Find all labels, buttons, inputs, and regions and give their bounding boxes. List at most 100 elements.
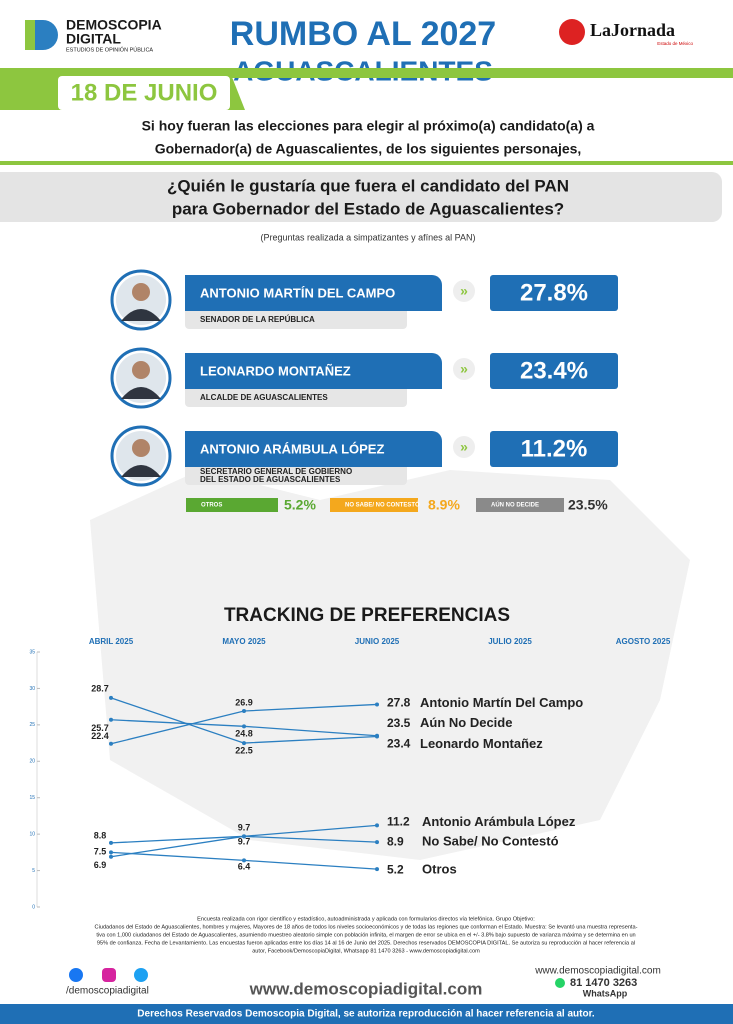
name-bar xyxy=(185,353,442,389)
rights-bar xyxy=(0,1004,733,1024)
point xyxy=(375,840,379,845)
arrow-icon xyxy=(453,436,475,458)
note: (Preguntas realizada a simpatizantes y a… xyxy=(261,232,476,242)
role-bar xyxy=(185,385,407,407)
value-label: 11.2 xyxy=(387,815,410,829)
other-bar xyxy=(186,498,278,512)
pct-box xyxy=(490,275,618,311)
other-pct: 5.2% xyxy=(284,497,316,513)
photo-head xyxy=(132,283,150,301)
rights: Derechos Reservados Demoscopia Digital, … xyxy=(137,1009,595,1020)
chart-title: TRACKING DE PREFERENCIAS xyxy=(224,605,510,626)
phone: 81 1470 3263 xyxy=(570,977,637,989)
logo-mark xyxy=(35,20,58,50)
value-label: 23.5 xyxy=(387,716,411,730)
y-tick-label: 15 xyxy=(29,795,35,801)
x-tick-label: JULIO 2025 xyxy=(488,637,532,646)
name-bar xyxy=(185,431,442,467)
other-label: AÚN NO DECIDE xyxy=(491,502,539,509)
series-name: Leonardo Montañez xyxy=(420,736,543,751)
candidate-pct: 27.8% xyxy=(520,279,588,306)
y-tick-label: 0 xyxy=(32,904,35,910)
state-map xyxy=(90,470,690,860)
green-band xyxy=(0,68,733,78)
point xyxy=(109,741,113,746)
whatsapp: WhatsApp xyxy=(583,988,628,998)
twitter-icon xyxy=(134,968,148,982)
other-pct: 23.5% xyxy=(568,497,608,513)
value-label: 26.9 xyxy=(235,697,253,707)
instagram-icon xyxy=(102,968,116,982)
point xyxy=(109,695,113,700)
value-label: 5.2 xyxy=(387,862,404,876)
value-label: 23.4 xyxy=(387,737,411,751)
value-label: 7.5 xyxy=(94,847,107,857)
logo-mark xyxy=(25,20,37,50)
intro: Si hoy fueran las elecciones para elegir… xyxy=(142,118,595,134)
photo-body xyxy=(121,309,161,321)
other-label: NO SABE/ NO CONTESTÓ xyxy=(345,501,420,509)
candidates: ANTONIO MARTÍN DEL CAMPO SENADOR DE LA RE… xyxy=(110,269,618,513)
photo-head xyxy=(132,361,150,379)
candidate-role: ALCALDE DE AGUASCALIENTES xyxy=(200,393,328,402)
series-name: Aún No Decide xyxy=(420,715,512,730)
role-bar xyxy=(185,463,407,485)
site-small: www.demoscopiadigital.com xyxy=(534,966,661,977)
candidate-role: SENADOR DE LA REPÚBLICA xyxy=(200,315,315,324)
partner-sub: Estado de México xyxy=(657,41,693,46)
method-text: tiva con 1,000 ciudadanos del Estado de … xyxy=(96,932,635,938)
candidate-role: DEL ESTADO DE AGUASCALIENTES xyxy=(200,475,341,484)
pct-box xyxy=(490,353,618,389)
brand: DIGITAL xyxy=(66,31,121,47)
value-label: 9.7 xyxy=(238,837,251,847)
point xyxy=(242,834,246,839)
pct-box xyxy=(490,431,618,467)
date: 18 DE JUNIO xyxy=(71,79,218,106)
social: /demoscopiadigital xyxy=(66,986,149,997)
point xyxy=(242,858,246,863)
point xyxy=(375,823,379,828)
point xyxy=(109,854,113,859)
name-bar xyxy=(185,275,442,311)
value-label: 6.4 xyxy=(238,862,251,872)
candidate-pct: 23.4% xyxy=(520,357,588,384)
series-name: Otros xyxy=(422,862,457,877)
x-tick-label: ABRIL 2025 xyxy=(89,637,134,646)
value-label: 8.9 xyxy=(387,834,404,848)
y-tick-label: 35 xyxy=(29,649,35,655)
x-tick-label: JUNIO 2025 xyxy=(355,637,400,646)
site: www.demoscopiadigital.com xyxy=(249,979,483,998)
value-label: 9.7 xyxy=(238,823,251,833)
y-tick-label: 25 xyxy=(29,722,35,728)
footer: Encuesta realizada con rigor científico … xyxy=(95,916,638,954)
arrow: » xyxy=(460,439,468,455)
x-tick-label: MAYO 2025 xyxy=(222,637,266,646)
title: RUMBO AL 2027 xyxy=(230,15,496,53)
partner: LaJornada xyxy=(590,20,675,40)
role-bar xyxy=(185,307,407,329)
y-tick-label: 20 xyxy=(29,759,35,765)
value-label: 27.8 xyxy=(387,696,411,710)
date-box xyxy=(58,76,230,110)
point xyxy=(242,709,246,714)
point xyxy=(109,717,113,722)
series-name: Antonio Arámbula López xyxy=(422,814,576,829)
whatsapp-icon xyxy=(555,978,565,988)
point xyxy=(375,734,379,739)
tracking-chart: TRACKING DE PREFERENCIAS ABRIL 2025 MAYO 2… xyxy=(29,605,670,910)
series-name: Antonio Martín Del Campo xyxy=(420,695,583,710)
green-line xyxy=(0,161,733,165)
other-pct: 8.9% xyxy=(428,497,460,513)
value-label: 8.8 xyxy=(94,830,107,840)
question-box xyxy=(0,172,722,222)
point xyxy=(242,741,246,746)
y-tick-label: 30 xyxy=(29,686,35,692)
method-text: Ciudadanos del Estado de Aguascalientes,… xyxy=(95,924,638,930)
question: para Gobernador del Estado de Aguascalie… xyxy=(172,199,564,218)
photo-body xyxy=(121,465,161,477)
photo-body xyxy=(121,387,161,399)
brand-sub: ESTUDIOS DE OPINIÓN PÚBLICA xyxy=(66,46,153,53)
method-text: 95% de confianza. Fecha de Levantamiento… xyxy=(97,940,635,946)
brand: DEMOSCOPIA xyxy=(66,17,162,33)
